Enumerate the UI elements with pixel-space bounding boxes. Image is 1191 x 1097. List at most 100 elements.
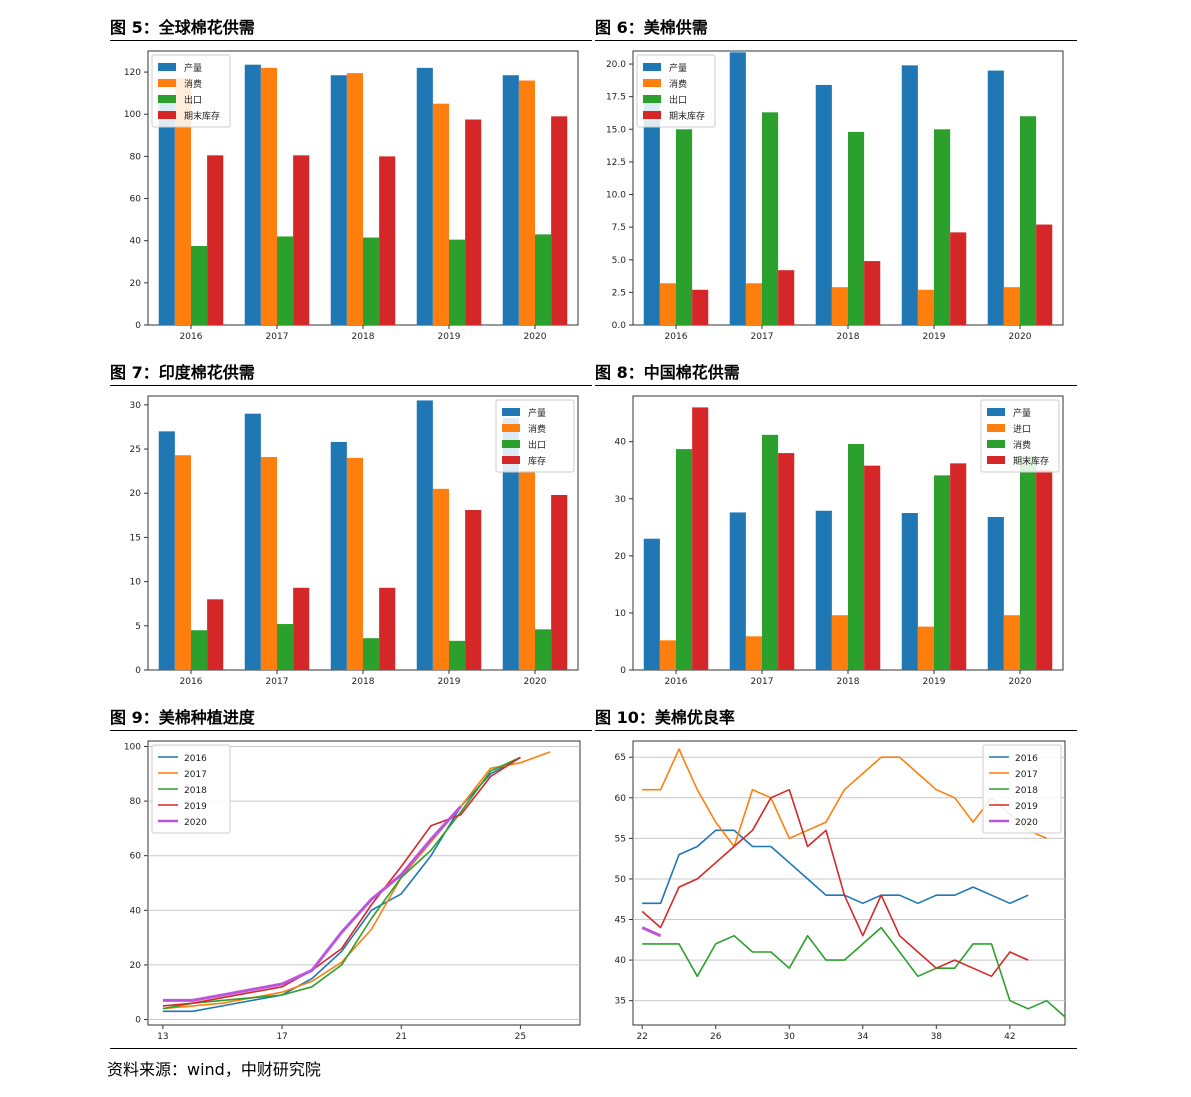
legend-label: 消费: [184, 78, 202, 90]
legend-box: [495, 399, 575, 473]
legend-swatch: [502, 440, 520, 448]
y-tick-label: 17.5: [606, 93, 626, 103]
bar: [551, 494, 568, 670]
y-tick-label: 30: [615, 495, 627, 505]
bar: [659, 283, 676, 325]
bar: [277, 624, 294, 670]
x-tick-label: 2019: [438, 332, 461, 342]
y-tick-label: 15: [130, 533, 141, 543]
bar: [535, 629, 552, 670]
y-tick-label: 55: [615, 834, 626, 844]
bar: [729, 512, 746, 670]
legend-swatch: [987, 424, 1005, 432]
x-tick-label: 2019: [923, 332, 946, 342]
us-cotton-bar-chart: 0.0 2.5 5.0 7.5 10.0 12.5 15.0 17.5 20.0 2016 2017…: [606, 50, 1064, 342]
y-tick-label: 5: [135, 622, 141, 632]
bar: [293, 155, 310, 325]
bar: [191, 245, 208, 325]
x-tick-label: 13: [157, 1032, 168, 1042]
legend-label: 库存: [528, 455, 546, 467]
x-tick-label: 2016: [665, 677, 688, 687]
bar: [692, 289, 709, 325]
bar: [158, 431, 175, 670]
legend-label: 消费: [669, 78, 687, 90]
legend-swatch: [643, 79, 661, 87]
legend-swatch: [643, 111, 661, 119]
bar: [346, 457, 363, 670]
y-tick-label: 0.0: [612, 321, 627, 331]
y-tick-label: 20.0: [606, 60, 626, 70]
bar: [676, 129, 693, 325]
y-tick-label: 40: [615, 438, 627, 448]
y-tick-label: 20: [130, 279, 142, 289]
y-tick-label: 0: [620, 666, 626, 676]
legend-label: 2017: [184, 770, 207, 780]
bar: [950, 463, 967, 670]
bar: [379, 587, 396, 670]
bar: [518, 471, 535, 670]
x-tick-label: 2016: [180, 677, 203, 687]
legend-label: 期末库存: [184, 110, 220, 122]
global-cotton-bar-chart: 0 20 40 60 80 100 120 2016 2017 2018 2019 2020 产量消费出…: [124, 50, 579, 342]
legend-label: 产量: [669, 62, 687, 74]
legend-swatch: [643, 95, 661, 103]
legend-label: 2020: [184, 818, 207, 828]
bar: [244, 64, 261, 325]
bar: [1020, 116, 1037, 325]
y-tick-label: 100: [124, 110, 141, 120]
legend-label: 消费: [1013, 439, 1031, 451]
bar: [692, 407, 709, 670]
bar: [729, 52, 746, 326]
bar: [864, 261, 881, 325]
x-tick-label: 2019: [923, 677, 946, 687]
x-tick-label: 42: [1004, 1032, 1015, 1042]
y-tick-label: 15.0: [606, 125, 626, 135]
y-tick-label: 10: [130, 578, 142, 588]
bar: [449, 239, 466, 325]
bar: [330, 75, 347, 325]
legend-label: 消费: [528, 423, 546, 435]
x-tick-label: 30: [784, 1032, 796, 1042]
bar: [1003, 287, 1020, 325]
x-tick-label: 25: [515, 1032, 526, 1042]
bar: [745, 283, 762, 325]
legend-label: 2019: [1015, 802, 1038, 812]
y-tick-label: 100: [124, 742, 141, 752]
x-tick-label: 2020: [524, 677, 547, 687]
bar: [659, 640, 676, 670]
bar: [1020, 455, 1037, 670]
y-tick-label: 45: [615, 916, 626, 926]
bar: [1003, 615, 1020, 670]
bar: [465, 119, 482, 325]
y-tick-label: 50: [615, 875, 627, 885]
series-line-2018: [162, 756, 521, 1010]
legend-swatch: [158, 79, 176, 87]
legend-label: 2016: [184, 754, 207, 764]
bar: [502, 418, 519, 670]
y-tick-label: 80: [130, 152, 142, 162]
chart-title: 图 10：美棉优良率: [595, 708, 1077, 731]
legend-swatch: [158, 95, 176, 103]
bar: [848, 443, 865, 670]
bar: [158, 100, 175, 326]
legend-label: 出口: [184, 94, 202, 106]
legend-swatch: [643, 63, 661, 71]
legend-box: [980, 399, 1060, 473]
bar: [260, 456, 277, 670]
x-tick-label: 2016: [665, 332, 688, 342]
bar: [293, 587, 310, 670]
legend-label: 期末库存: [669, 110, 705, 122]
legend-label: 产量: [528, 407, 546, 419]
series-line-2016: [642, 829, 1029, 905]
series-line-2017: [642, 748, 1047, 848]
bar: [174, 455, 191, 670]
bar: [1036, 470, 1053, 670]
bar: [551, 116, 568, 325]
y-tick-label: 40: [130, 237, 142, 247]
bar: [535, 234, 552, 325]
series-line-2020: [641, 926, 662, 938]
bar: [901, 65, 918, 325]
series-line-2019: [641, 788, 1029, 978]
x-tick-label: 2017: [266, 332, 289, 342]
legend-label: 出口: [528, 439, 546, 451]
